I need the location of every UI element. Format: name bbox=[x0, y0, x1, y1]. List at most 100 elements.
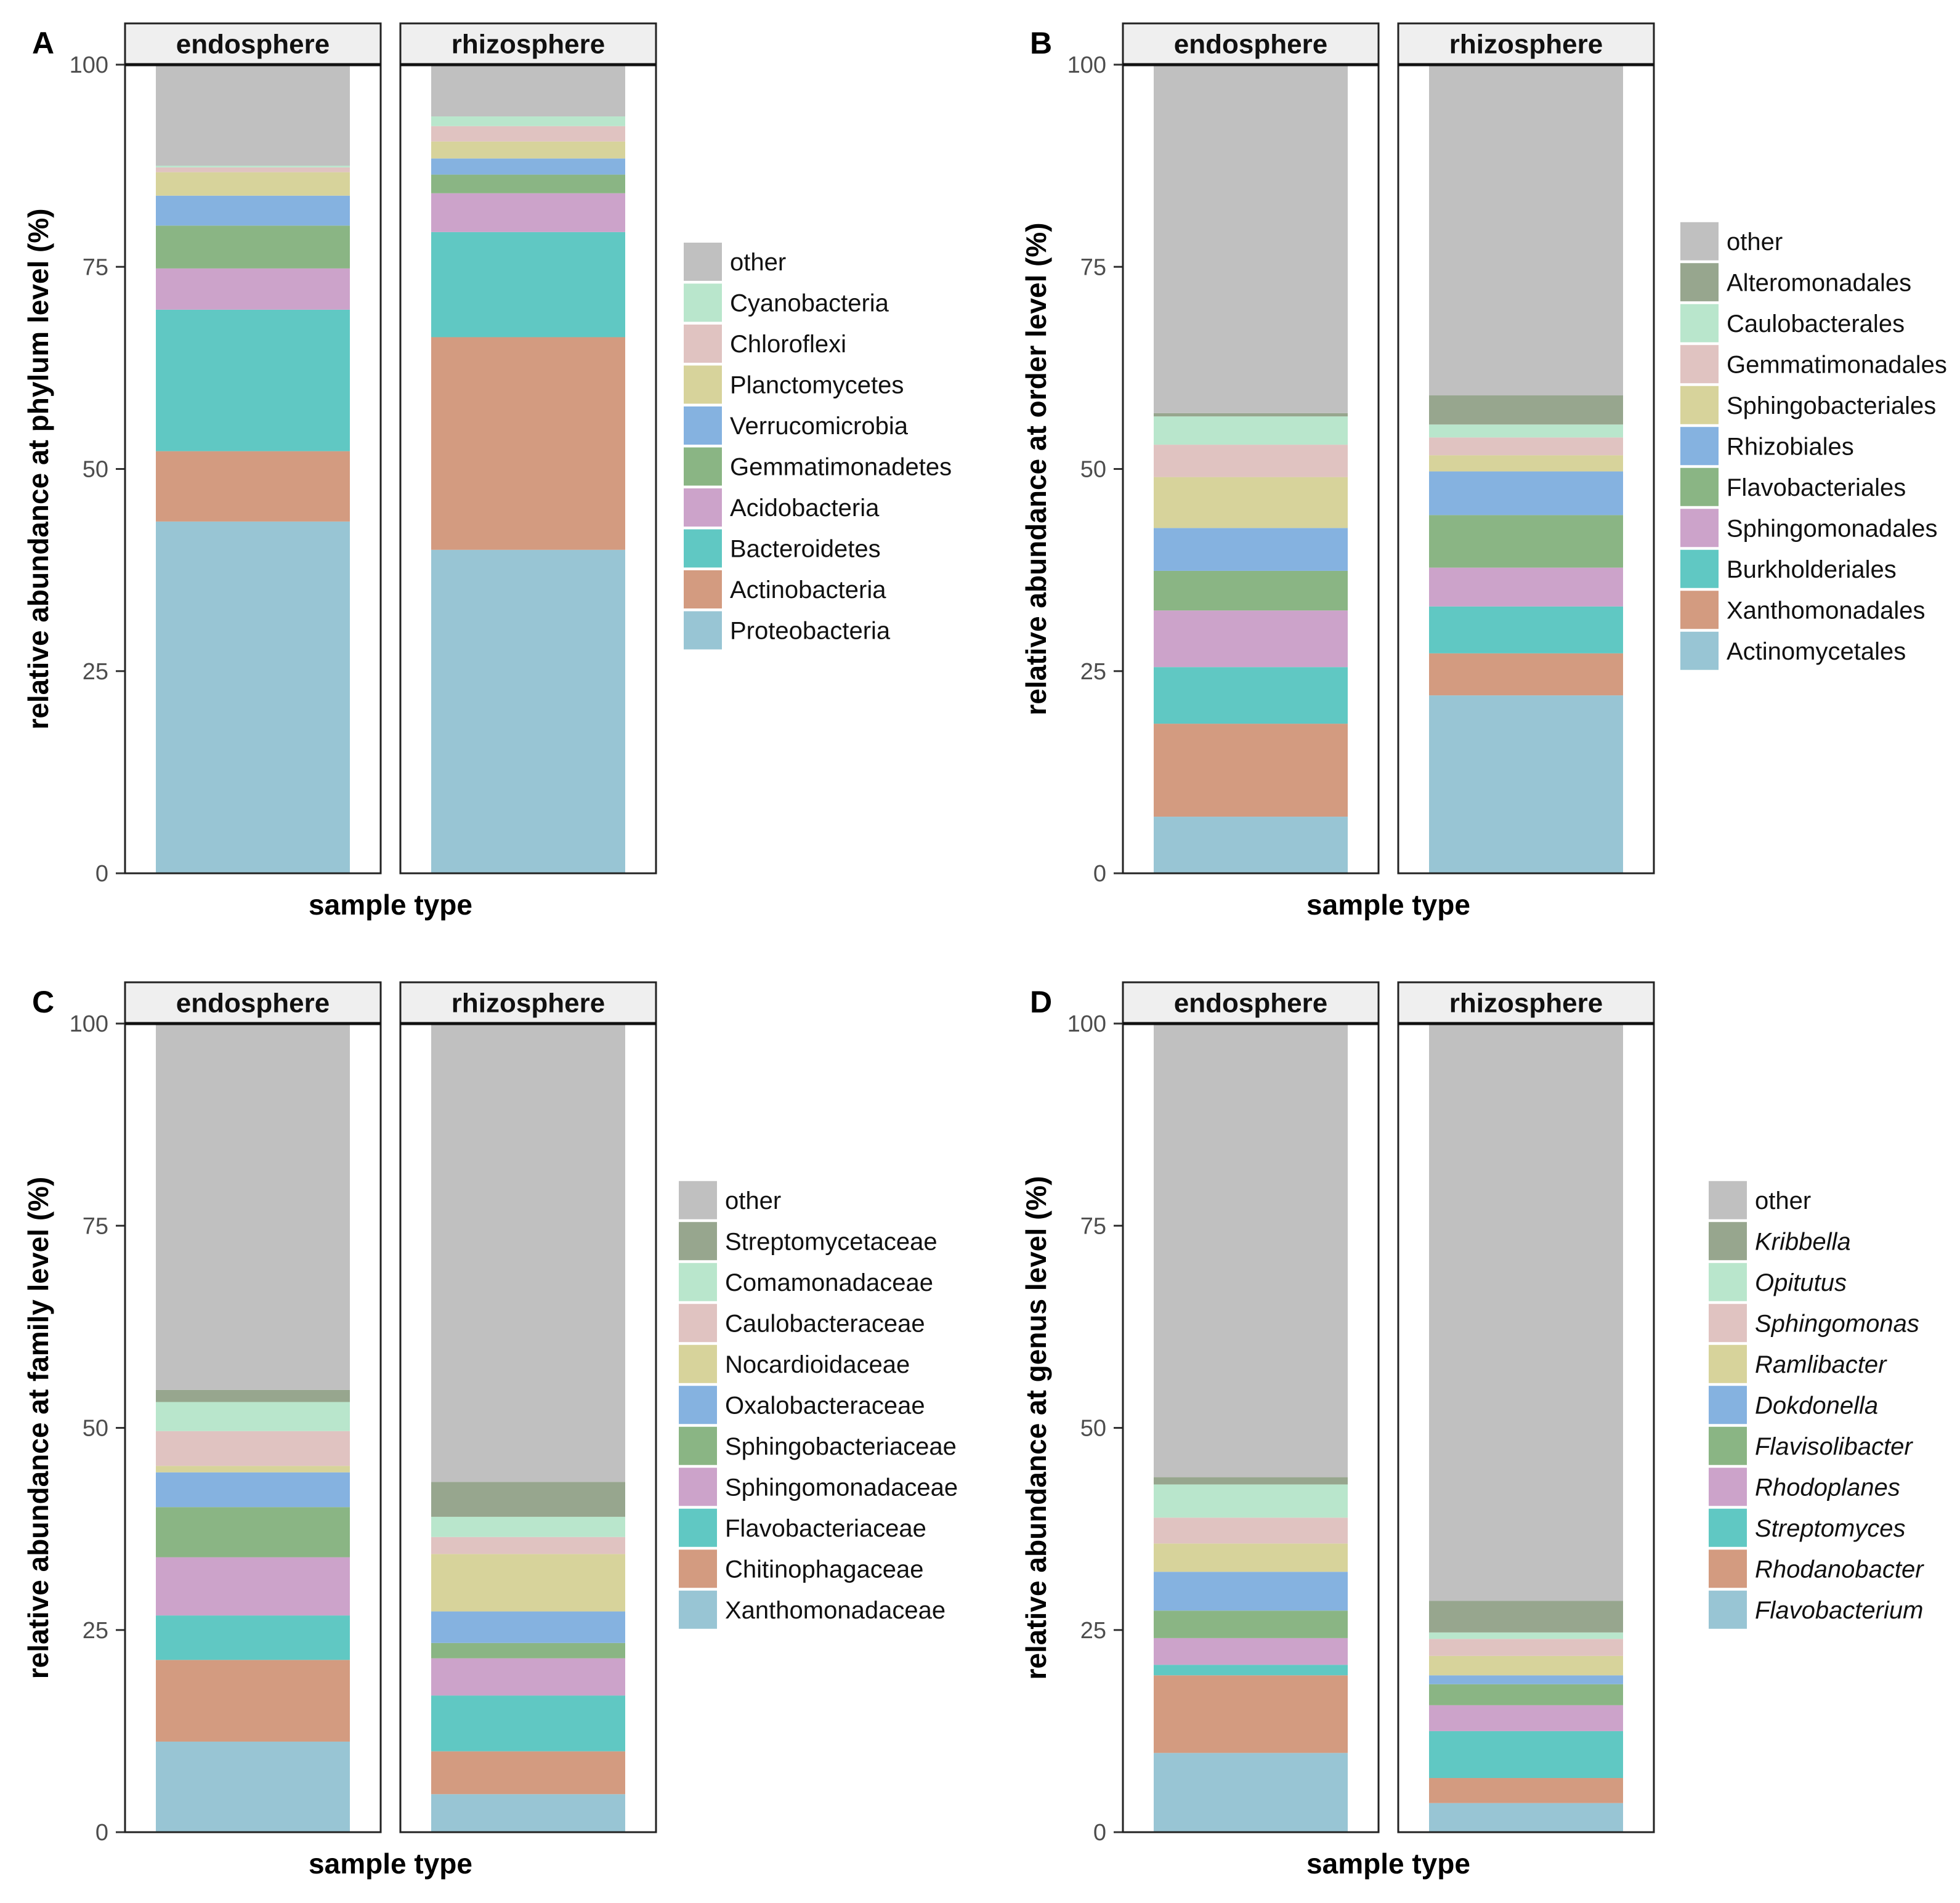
bar-segment-rhodanobacter bbox=[1154, 1675, 1348, 1753]
legend-swatch bbox=[679, 1222, 717, 1261]
legend-label: Streptomyces bbox=[1755, 1515, 1906, 1542]
bar-segment-flavisolibacter bbox=[1154, 1610, 1348, 1638]
bar-segment-opitutus bbox=[1429, 1632, 1623, 1639]
facet-strip bbox=[399, 981, 657, 1025]
legend-label: Bacteroidetes bbox=[730, 536, 881, 563]
bar-segment-nocardioidaceae bbox=[431, 1554, 625, 1612]
legend-label: Gemmatimonadetes bbox=[730, 454, 952, 481]
bar-segment-ramlibacter bbox=[1429, 1655, 1623, 1676]
legend-label: Planctomycetes bbox=[730, 372, 904, 399]
bar-segment-chitinophagaceae bbox=[431, 1751, 625, 1795]
bar-segment-flavobacteriales bbox=[1429, 515, 1623, 568]
legend-swatch bbox=[1680, 549, 1719, 588]
y-tick-label: 25 bbox=[1080, 659, 1106, 685]
legend-swatch bbox=[679, 1508, 717, 1547]
legend-label: Xanthomonadales bbox=[1727, 597, 1925, 624]
bar-segment-comamonadaceae bbox=[156, 1402, 350, 1431]
panel-letter: B bbox=[1030, 26, 1052, 60]
bar-segment-chloroflexi bbox=[156, 167, 350, 172]
facet-endosphere: endosphere bbox=[124, 22, 382, 875]
facet-strip-label: endosphere bbox=[176, 988, 330, 1019]
y-tick-label: 50 bbox=[1080, 457, 1106, 483]
bar-segment-other bbox=[156, 1024, 350, 1390]
y-tick-label: 0 bbox=[95, 1820, 108, 1846]
legend: other Alteromonadales Caulobacterales Gemma… bbox=[1680, 222, 1947, 670]
bar-segment-sphingomonadaceae bbox=[431, 1658, 625, 1696]
legend-label: Cyanobacteria bbox=[730, 290, 889, 317]
legend-label: Flavobacteriales bbox=[1727, 474, 1906, 501]
bar-segment-rhodanobacter bbox=[1429, 1778, 1623, 1803]
bar-segment-acidobacteria bbox=[156, 268, 350, 310]
bar-segment-caulobacterales bbox=[1429, 424, 1623, 438]
facet-endosphere: endosphere bbox=[1122, 22, 1380, 875]
bar-segment-sphingobacteriaceae bbox=[431, 1642, 625, 1659]
legend-label: Alteromonadales bbox=[1727, 269, 1911, 296]
legend-swatch bbox=[679, 1549, 717, 1588]
facet-strip-label: rhizosphere bbox=[452, 988, 605, 1019]
bar-segment-actinobacteria bbox=[431, 337, 625, 550]
bar-segment-acidobacteria bbox=[431, 193, 625, 232]
y-tick-label: 50 bbox=[83, 457, 108, 483]
bar-segment-sphingobacteriaceae bbox=[156, 1507, 350, 1558]
legend-label: Flavobacterium bbox=[1755, 1597, 1923, 1624]
legend-swatch bbox=[1680, 386, 1719, 424]
y-tick-label: 75 bbox=[1080, 1213, 1106, 1239]
y-tick-label: 25 bbox=[83, 1618, 108, 1644]
facet-strip-label: endosphere bbox=[1174, 988, 1327, 1019]
bar-segment-nocardioidaceae bbox=[156, 1466, 350, 1473]
y-tick-label: 0 bbox=[1093, 1820, 1106, 1846]
legend-swatch bbox=[1709, 1590, 1747, 1629]
bar-segment-caulobacteraceae bbox=[431, 1537, 625, 1554]
legend-label: Sphingobacteriales bbox=[1727, 392, 1936, 419]
legend-label: Flavisolibacter bbox=[1755, 1433, 1913, 1460]
bar-segment-caulobacterales bbox=[1154, 416, 1348, 445]
legend-swatch bbox=[684, 283, 722, 322]
bar-segment-actinobacteria bbox=[156, 451, 350, 522]
bar-segment-rhodoplanes bbox=[1154, 1638, 1348, 1665]
facet-strip bbox=[399, 22, 657, 66]
bar-segment-oxalobacteraceae bbox=[431, 1611, 625, 1643]
legend-label: Comamonadaceae bbox=[725, 1269, 933, 1296]
bar-segment-gemmatimonadales bbox=[1154, 445, 1348, 477]
bar-segment-other bbox=[1154, 65, 1348, 413]
bar-segment-alteromonadales bbox=[1154, 413, 1348, 417]
legend-swatch bbox=[679, 1263, 717, 1301]
legend-swatch bbox=[684, 243, 722, 281]
legend: other Cyanobacteria Chloroflexi Planctomyce… bbox=[684, 243, 952, 650]
bar-segment-proteobacteria bbox=[431, 549, 625, 873]
bar-segment-cyanobacteria bbox=[156, 166, 350, 168]
legend-swatch bbox=[679, 1468, 717, 1506]
panel-letter: C bbox=[32, 985, 54, 1019]
legend-swatch bbox=[1680, 591, 1719, 629]
legend-label: Caulobacterales bbox=[1727, 310, 1905, 337]
bar-segment-gemmatimonadetes bbox=[156, 225, 350, 269]
bar-segment-oxalobacteraceae bbox=[156, 1472, 350, 1508]
y-tick-label: 25 bbox=[83, 659, 108, 685]
facet-rhizosphere: rhizosphere bbox=[1397, 22, 1655, 875]
legend-swatch bbox=[1709, 1263, 1747, 1301]
legend-swatch bbox=[1680, 304, 1719, 342]
bar-segment-flavobacterium bbox=[1429, 1803, 1623, 1832]
bar-segment-actinomycetales bbox=[1154, 817, 1348, 873]
y-tick-label: 75 bbox=[83, 1213, 108, 1239]
bar-segment-opitutus bbox=[1154, 1484, 1348, 1518]
legend-label: Chloroflexi bbox=[730, 331, 846, 358]
bar-segment-comamonadaceae bbox=[431, 1516, 625, 1537]
legend-swatch bbox=[684, 529, 722, 568]
bar-segment-sphingomonadaceae bbox=[156, 1557, 350, 1616]
legend-swatch bbox=[1680, 631, 1719, 670]
bar-segment-chloroflexi bbox=[431, 126, 625, 142]
bar-segment-bacteroidetes bbox=[156, 309, 350, 451]
legend-label: Sphingomonas bbox=[1755, 1310, 1919, 1337]
y-tick-label: 75 bbox=[83, 254, 108, 280]
legend-swatch bbox=[1709, 1304, 1747, 1343]
bar-segment-dokdonella bbox=[1429, 1675, 1623, 1684]
bar-segment-rhizobiales bbox=[1429, 471, 1623, 515]
bar-segment-other bbox=[431, 65, 625, 117]
y-tick-label: 100 bbox=[70, 52, 108, 78]
facet-rhizosphere: rhizosphere bbox=[399, 22, 657, 875]
bar-segment-alteromonadales bbox=[1429, 395, 1623, 425]
legend-label: Caulobacteraceae bbox=[725, 1310, 925, 1337]
